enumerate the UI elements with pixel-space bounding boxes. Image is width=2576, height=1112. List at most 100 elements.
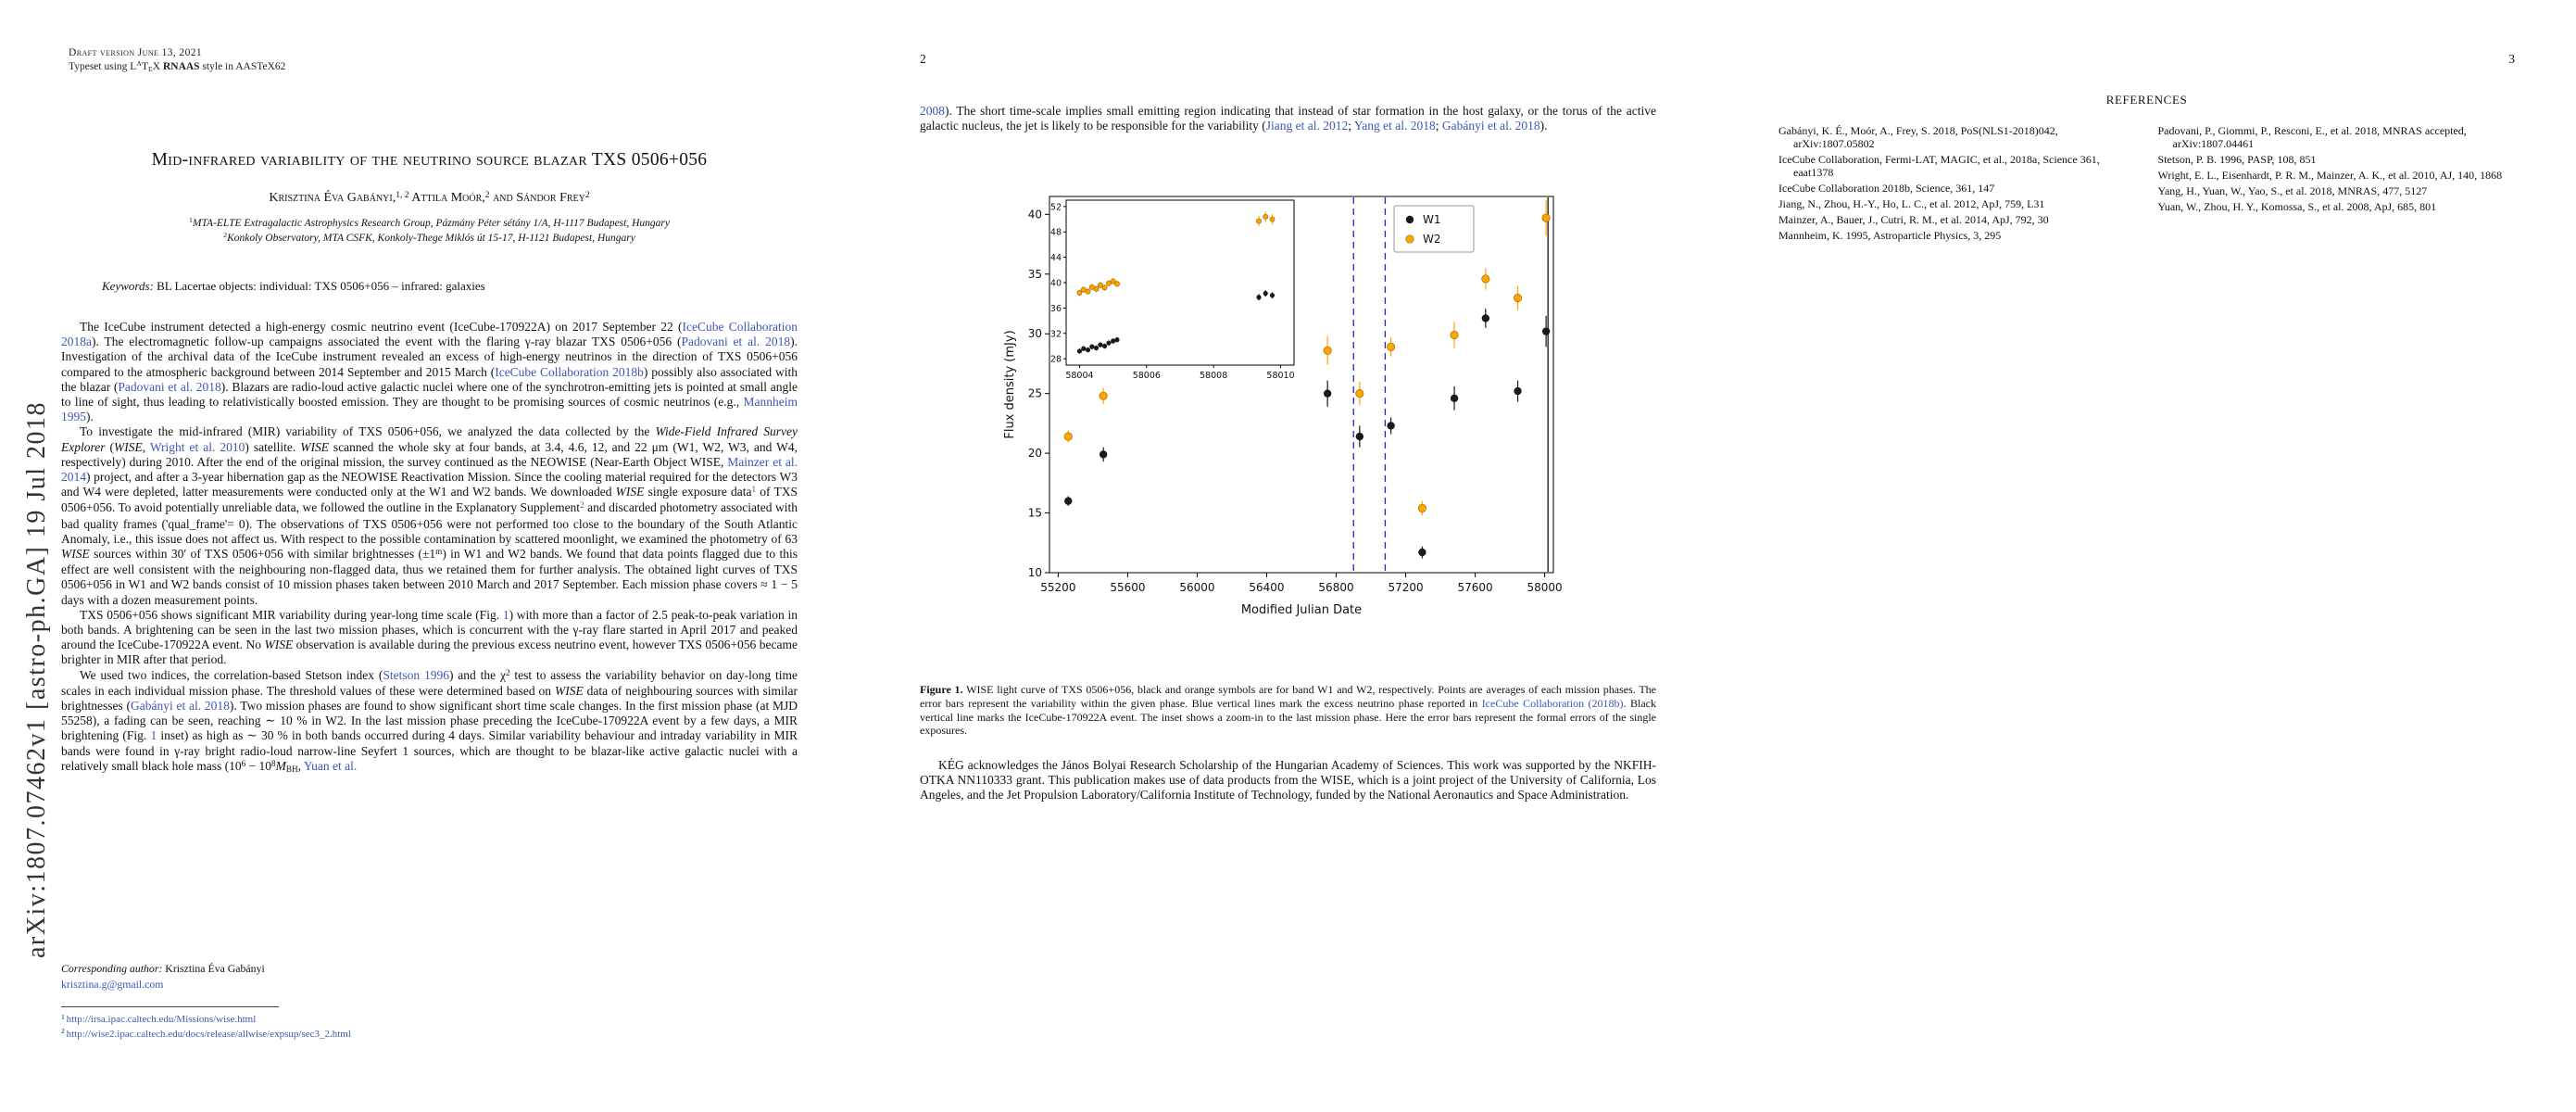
footnote-1: 1 http://irsa.ipac.caltech.edu/Missions/… bbox=[61, 1013, 798, 1028]
text-run: ). bbox=[1539, 119, 1548, 133]
svg-text:58006: 58006 bbox=[1132, 371, 1160, 381]
citation-link[interactable]: http://irsa.ipac.caltech.edu/Missions/wi… bbox=[66, 1014, 257, 1025]
svg-text:25: 25 bbox=[1027, 387, 1041, 400]
citation-link[interactable]: Padovani et al. 2018 bbox=[118, 379, 221, 394]
text-run: 8 bbox=[271, 758, 276, 768]
text-run: ) satellite. bbox=[245, 439, 301, 454]
text-run: Wide-Field Infrared Survey Explorer bbox=[61, 424, 798, 454]
text-run: A bbox=[136, 59, 142, 69]
svg-text:44: 44 bbox=[1049, 254, 1061, 264]
svg-text:10: 10 bbox=[1027, 566, 1041, 579]
citation-link[interactable]: http://wise2.ipac.caltech.edu/docs/relea… bbox=[66, 1028, 351, 1040]
footnote-marker-link[interactable]: 2 bbox=[580, 500, 584, 511]
svg-text:28: 28 bbox=[1049, 355, 1061, 365]
footnote-rule bbox=[61, 1006, 279, 1007]
citation-link[interactable]: Padovani et al. 2018 bbox=[681, 335, 791, 349]
text-run: ) with more than a factor of 2.5 peak-to… bbox=[61, 607, 798, 652]
text-run: and discarded photometry associated with… bbox=[61, 500, 798, 546]
svg-text:32: 32 bbox=[1049, 330, 1061, 340]
series-W2 bbox=[1076, 211, 1275, 297]
text-run: , bbox=[142, 439, 150, 454]
text-run: ). Two mission phases are found to show … bbox=[61, 699, 798, 743]
paragraph: To investigate the mid-infrared (MIR) va… bbox=[61, 424, 798, 607]
svg-text:W1: W1 bbox=[1423, 213, 1441, 226]
page-2: 2 2008). The short time-scale implies sm… bbox=[859, 0, 1717, 1112]
svg-text:57200: 57200 bbox=[1388, 581, 1423, 594]
svg-text:55200: 55200 bbox=[1040, 581, 1075, 594]
citation-link[interactable]: Wright et al. 2010 bbox=[149, 439, 245, 454]
keywords-line: Keywords: BL Lacertae objects: individua… bbox=[61, 279, 798, 294]
svg-text:56800: 56800 bbox=[1318, 581, 1353, 594]
references-columns: Gabányi, K. É., Moór, A., Frey, S. 2018,… bbox=[1778, 124, 2515, 245]
citation-link[interactable]: Yuan et al. bbox=[303, 758, 358, 773]
svg-text:58004: 58004 bbox=[1065, 371, 1093, 381]
citation-link[interactable]: 1 bbox=[150, 728, 157, 743]
continuation-paragraph: 2008). The short time-scale implies smal… bbox=[920, 104, 1656, 133]
text-run: Keywords: bbox=[102, 279, 154, 293]
series-W1 bbox=[1076, 290, 1275, 355]
email-link[interactable]: krisztina.g@gmail.com bbox=[61, 978, 164, 991]
citation-link[interactable]: Jiang et al. 2012 bbox=[1265, 119, 1349, 133]
affiliation-2: 2Konkoly Observatory, MTA CSFK, Konkoly-… bbox=[61, 230, 798, 246]
citation-link[interactable]: Mainzer et al. 2014 bbox=[61, 454, 798, 485]
text-run: − 10 bbox=[245, 758, 272, 773]
text-run: . Black vertical line marks the IceCube-… bbox=[920, 697, 1656, 738]
text-run: TXS 0506+056 shows significant MIR varia… bbox=[80, 607, 503, 622]
text-run: Typeset using L bbox=[69, 61, 137, 72]
text-run: WISE light curve of TXS 0506+056, black … bbox=[920, 683, 1657, 710]
reference-item: Wright, E. L., Eisenhardt, P. R. M., Mai… bbox=[2157, 169, 2503, 182]
affiliations: 1MTA-ELTE Extragalactic Astrophysics Res… bbox=[61, 216, 798, 246]
text-run: 2 bbox=[505, 667, 510, 677]
x-axis-label: Modified Julian Date bbox=[1240, 603, 1361, 617]
citation-link[interactable]: Gabányi et al. 2018 bbox=[131, 699, 230, 714]
acknowledgments-block: KÉG acknowledges the János Bolyai Resear… bbox=[920, 758, 1656, 803]
text-run: ) and the χ bbox=[448, 667, 506, 682]
text-run: WISE bbox=[61, 547, 90, 562]
reference-item: Stetson, P. B. 1996, PASP, 108, 851 bbox=[2157, 153, 2317, 166]
figure-1-caption: Figure 1. WISE light curve of TXS 0506+0… bbox=[920, 683, 1656, 737]
reference-item: Mainzer, A., Bauer, J., Cutri, R. M., et… bbox=[1778, 213, 2049, 226]
references-column-left: Gabányi, K. É., Moór, A., Frey, S. 2018,… bbox=[1778, 124, 2136, 245]
reference-item: IceCube Collaboration 2018b, Science, 36… bbox=[1778, 182, 1995, 195]
draft-version-block: Draft version June 13, 2021 Typeset usin… bbox=[69, 46, 285, 74]
svg-text:58010: 58010 bbox=[1266, 371, 1294, 381]
citation-link[interactable]: 2008 bbox=[920, 104, 945, 118]
text-run: Krisztina Éva Gabányi, bbox=[269, 191, 396, 205]
text-run: WISE bbox=[554, 683, 584, 698]
text-run: BH bbox=[285, 764, 298, 775]
citation-link[interactable]: Yang et al. 2018 bbox=[1353, 119, 1436, 133]
citation-link[interactable]: IceCube Collaboration 2018b bbox=[495, 364, 644, 379]
text-run: The IceCube instrument detected a high-e… bbox=[80, 320, 683, 334]
citation-link[interactable]: IceCube Collaboration (2018b) bbox=[1481, 697, 1624, 710]
event-vlines bbox=[1352, 197, 1549, 573]
text-run: ) in W1 and W2 bands. We found that data… bbox=[61, 547, 798, 607]
body-text-continuation: 2008). The short time-scale implies smal… bbox=[920, 104, 1656, 133]
reference-item: Mannheim, K. 1995, Astroparticle Physics… bbox=[1778, 229, 2002, 242]
y-axis-label: Flux density (mJy) bbox=[1003, 331, 1017, 439]
svg-text:52: 52 bbox=[1049, 203, 1061, 213]
citation-link[interactable]: 1 bbox=[502, 607, 509, 622]
text-run: data of neighbouring sources with simila… bbox=[61, 683, 798, 714]
text-run: ). Investigation of the archival data of… bbox=[61, 335, 798, 379]
text-run: Konkoly Observatory, MTA CSFK, Konkoly-T… bbox=[227, 232, 635, 244]
text-run: 2 bbox=[223, 230, 228, 239]
citation-link[interactable]: Gabányi et al. 2018 bbox=[1441, 119, 1540, 133]
x-axis: 55200 55600 56000 56400 56800 57200 57600 58000 bbox=[1040, 573, 1562, 594]
citation-link[interactable]: IceCube Collaboration 2018a bbox=[61, 320, 798, 349]
text-run: ( bbox=[105, 439, 114, 454]
citation-link[interactable]: Mannheim 1995 bbox=[61, 395, 798, 424]
text-run: MTA-ELTE Extragalactic Astrophysics Rese… bbox=[192, 218, 670, 229]
text-run: and Sándor Frey bbox=[489, 191, 585, 205]
paragraph: The IceCube instrument detected a high-e… bbox=[61, 320, 798, 424]
citation-link[interactable]: Stetson 1996 bbox=[383, 667, 449, 682]
svg-text:40: 40 bbox=[1049, 279, 1061, 289]
text-run: BL Lacertae objects: individual: TXS 050… bbox=[153, 279, 485, 293]
footnote-marker-link[interactable]: 1 bbox=[751, 485, 757, 495]
draft-version-line: Draft version June 13, 2021 bbox=[69, 47, 203, 58]
text-run: ). bbox=[86, 410, 94, 424]
text-run: ) project, and after a 3-year hibernatio… bbox=[61, 470, 798, 499]
svg-text:36: 36 bbox=[1049, 304, 1061, 314]
text-run: ) possibly also associated with the blaz… bbox=[61, 364, 798, 394]
inset-plot: 58004 58006 58008 58010 28 32 36 40 44 48 52 bbox=[1049, 199, 1294, 381]
corresponding-author: Corresponding author: Krisztina Éva Gabá… bbox=[61, 962, 798, 976]
